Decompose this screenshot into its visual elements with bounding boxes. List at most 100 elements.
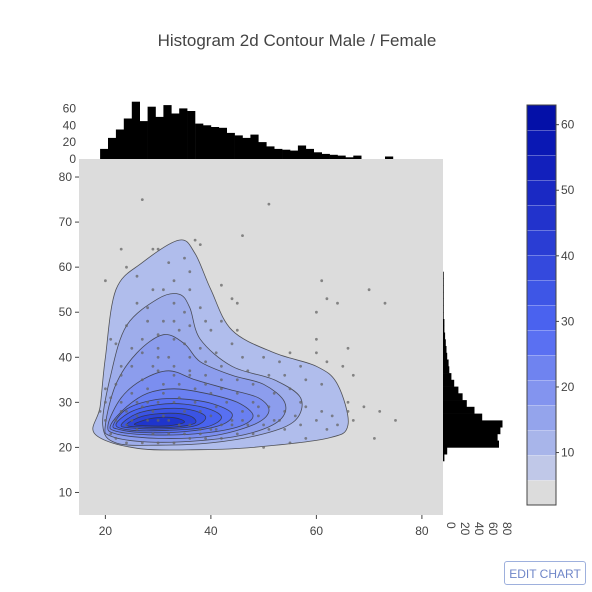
colorbar-band bbox=[526, 304, 557, 331]
scatter-point bbox=[125, 410, 128, 413]
scatter-point bbox=[183, 310, 186, 314]
scatter-point bbox=[235, 391, 239, 395]
scatter-point bbox=[278, 360, 281, 364]
scatter-point bbox=[315, 351, 318, 355]
colorbar-band bbox=[526, 279, 557, 306]
colorbar-band bbox=[526, 129, 557, 156]
y-hist-bar bbox=[443, 352, 448, 360]
x-hist-bar bbox=[321, 153, 330, 159]
scatter-point bbox=[198, 346, 202, 350]
scatter-point bbox=[246, 423, 250, 427]
x-hist-bar bbox=[187, 111, 196, 159]
x-tick-label: 40 bbox=[204, 524, 218, 538]
scatter-point bbox=[119, 247, 123, 251]
x-hist-bar bbox=[250, 134, 259, 159]
x-hist-bar bbox=[179, 108, 188, 159]
y-hist-tick-label: 40 bbox=[472, 522, 486, 536]
scatter-point bbox=[336, 423, 339, 427]
scatter-point bbox=[114, 342, 118, 346]
x-histogram bbox=[100, 101, 394, 159]
scatter-point bbox=[114, 437, 118, 440]
y-hist-bar bbox=[443, 291, 444, 299]
x-hist-tick-label: 40 bbox=[63, 118, 77, 132]
x-tick-label: 60 bbox=[310, 524, 324, 538]
scatter-point bbox=[198, 243, 202, 247]
scatter-point bbox=[220, 437, 223, 440]
colorbar-band bbox=[526, 354, 557, 381]
scatter-point bbox=[283, 410, 287, 413]
scatter-point bbox=[220, 378, 223, 382]
scatter-point bbox=[299, 400, 302, 404]
scatter-point bbox=[230, 297, 234, 301]
scatter-point bbox=[378, 410, 382, 413]
scatter-point bbox=[320, 279, 324, 283]
scatter-point bbox=[172, 319, 176, 323]
colorbar-band bbox=[526, 429, 557, 456]
scatter-point bbox=[299, 423, 302, 427]
scatter-point bbox=[140, 351, 144, 355]
colorbar-tick-label: 20 bbox=[561, 380, 575, 394]
scatter-point bbox=[183, 410, 186, 413]
y-tick-label: 60 bbox=[59, 260, 73, 274]
x-hist-bar bbox=[353, 155, 362, 159]
scatter-point bbox=[235, 378, 239, 382]
colorbar bbox=[526, 104, 557, 506]
scatter-point bbox=[230, 419, 234, 422]
scatter-point bbox=[109, 337, 113, 341]
scatter-point bbox=[146, 306, 150, 310]
chart-title: Histogram 2d Contour Male / Female bbox=[158, 31, 437, 50]
y-hist-tick-label: 20 bbox=[458, 522, 472, 536]
scatter-point bbox=[156, 247, 160, 251]
y-hist-bar bbox=[443, 339, 446, 347]
scatter-point bbox=[135, 428, 139, 431]
scatter-point bbox=[330, 414, 334, 418]
scatter-point bbox=[188, 270, 192, 274]
scatter-point bbox=[346, 346, 350, 350]
colorbar-tick-label: 40 bbox=[561, 249, 575, 263]
x-hist-bar bbox=[274, 148, 283, 159]
scatter-point bbox=[235, 301, 239, 305]
scatter-point bbox=[156, 419, 160, 422]
y-tick-label: 80 bbox=[59, 170, 73, 184]
y-hist-bar bbox=[443, 406, 475, 414]
colorbar-band bbox=[526, 254, 557, 281]
x-hist-bar bbox=[234, 135, 243, 159]
x-tick-label: 20 bbox=[99, 524, 113, 538]
y-hist-bar bbox=[443, 298, 444, 306]
y-tick-label: 20 bbox=[59, 440, 73, 454]
scatter-point bbox=[262, 446, 265, 449]
scatter-point bbox=[288, 441, 292, 445]
scatter-point bbox=[220, 283, 223, 287]
colorbar-band bbox=[526, 404, 557, 431]
colorbar-band bbox=[526, 204, 557, 231]
scatter-point bbox=[241, 410, 244, 413]
x-hist-bar bbox=[297, 145, 307, 159]
scatter-point bbox=[119, 364, 123, 368]
scatter-point bbox=[288, 351, 292, 355]
scatter-point bbox=[315, 337, 318, 341]
edit-chart-button[interactable]: EDIT CHART bbox=[504, 561, 586, 585]
scatter-point bbox=[162, 391, 165, 395]
y-tick-label: 70 bbox=[59, 215, 73, 229]
scatter-point bbox=[204, 319, 208, 323]
scatter-point bbox=[98, 410, 102, 413]
x-hist-bar bbox=[218, 127, 227, 159]
x-hist-bar bbox=[147, 106, 156, 159]
scatter-point bbox=[167, 419, 171, 422]
colorbar-tick-label: 60 bbox=[561, 118, 575, 132]
scatter-point bbox=[198, 410, 202, 413]
scatter-point bbox=[135, 414, 139, 418]
y-hist-bar bbox=[443, 420, 503, 428]
colorbar-tick-label: 50 bbox=[561, 183, 575, 197]
scatter-point bbox=[167, 355, 171, 359]
scatter-point bbox=[394, 419, 397, 422]
scatter-point bbox=[373, 437, 376, 440]
scatter-point bbox=[325, 297, 329, 301]
scatter-point bbox=[135, 274, 139, 278]
y-hist-bar bbox=[443, 366, 450, 374]
scatter-point bbox=[283, 428, 287, 431]
y-hist-bar bbox=[443, 325, 445, 333]
scatter-point bbox=[320, 382, 324, 386]
scatter-point bbox=[119, 410, 123, 413]
